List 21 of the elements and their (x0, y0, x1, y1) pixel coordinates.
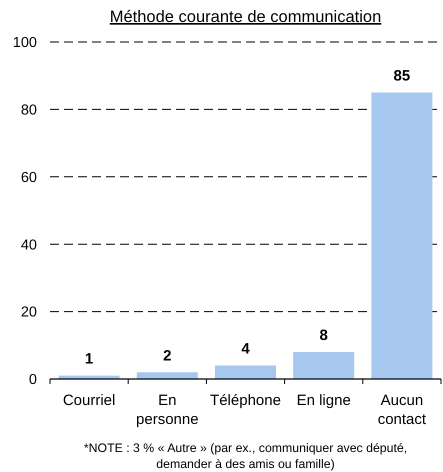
y-tick-label: 100 (12, 35, 37, 52)
data-label: 85 (394, 68, 410, 85)
y-tick-label: 20 (20, 304, 37, 321)
data-label: 4 (241, 340, 250, 358)
bar (293, 352, 354, 379)
y-tick-label: 80 (20, 102, 37, 118)
bar (215, 366, 276, 379)
x-tick-label: En personne (136, 392, 199, 428)
bar (371, 92, 432, 379)
chart-title: Méthode courante de communication (110, 8, 382, 26)
text: *NOTE : 3 % « Autre » (par ex., communiquer avec député, demander à des amis ou famille) (84, 441, 408, 471)
y-tick-label: 60 (20, 170, 37, 186)
data-label: 8 (320, 327, 328, 344)
x-tick-label: Aucun contact (378, 392, 427, 428)
x-tick-label: En ligne (296, 392, 351, 409)
data-label: 1 (84, 350, 94, 368)
x-tick-label: Téléphone (210, 392, 281, 409)
x-tick-label: Courriel (62, 392, 116, 409)
y-tick-label: 40 (20, 237, 37, 254)
y-tick-label: 0 (28, 372, 37, 388)
data-label: 2 (163, 347, 172, 364)
